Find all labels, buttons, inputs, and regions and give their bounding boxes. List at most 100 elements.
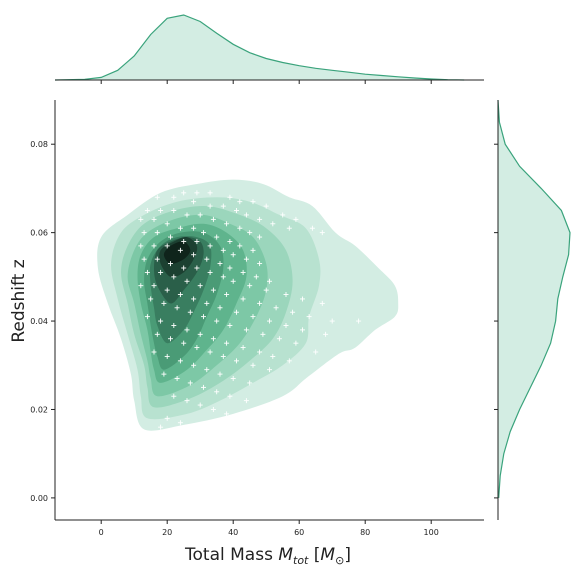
data-point	[240, 296, 246, 302]
data-point	[184, 327, 190, 333]
data-point	[177, 247, 183, 253]
data-point	[210, 287, 216, 293]
data-point	[227, 194, 233, 200]
data-point	[164, 353, 170, 359]
data-point	[184, 278, 190, 284]
data-point	[210, 216, 216, 222]
data-point	[207, 203, 213, 209]
data-point	[253, 274, 259, 280]
data-point	[283, 292, 289, 298]
data-point	[250, 314, 256, 320]
data-point	[273, 305, 279, 311]
data-point	[224, 292, 230, 298]
data-point	[240, 345, 246, 351]
data-point	[177, 420, 183, 426]
data-point	[194, 190, 200, 196]
data-point	[171, 194, 177, 200]
data-point	[319, 230, 325, 236]
data-point	[247, 283, 253, 289]
data-point	[237, 243, 243, 249]
data-point	[174, 376, 180, 382]
data-point	[250, 247, 256, 253]
data-point	[230, 278, 236, 284]
data-point	[181, 265, 187, 271]
axes: 0 20 40 60 80 100 0.00 0.02 0.04 0.06 0.08	[30, 100, 484, 537]
data-point	[207, 269, 213, 275]
data-point	[164, 243, 170, 249]
data-point	[234, 208, 239, 214]
y-marginal-density	[494, 99, 571, 520]
y-tick-label: 0.04	[30, 317, 48, 326]
data-point	[148, 296, 154, 302]
data-point	[257, 234, 263, 240]
data-point	[283, 322, 289, 328]
data-point	[267, 278, 272, 284]
data-point	[154, 331, 160, 337]
data-point	[204, 426, 210, 432]
data-point	[191, 424, 197, 430]
data-point	[184, 398, 190, 404]
data-point	[158, 269, 164, 275]
data-point	[243, 212, 249, 218]
data-point	[197, 283, 203, 289]
data-point	[181, 340, 187, 346]
data-point	[207, 243, 213, 249]
data-point	[177, 358, 183, 364]
data-point	[158, 208, 164, 214]
data-point	[151, 349, 157, 355]
data-point	[260, 331, 266, 337]
data-point	[210, 336, 216, 342]
y-axis-label: Redshift z	[9, 259, 29, 342]
x-marginal-density	[54, 14, 484, 84]
data-point	[194, 238, 200, 244]
data-point	[138, 283, 144, 289]
y-marginal-line	[497, 99, 571, 498]
data-point	[276, 336, 282, 342]
data-point	[204, 367, 210, 373]
data-point	[220, 274, 226, 280]
data-point	[257, 300, 263, 306]
data-point	[267, 367, 272, 373]
x-tick-label: 80	[360, 528, 370, 537]
data-point	[207, 349, 213, 355]
data-point	[257, 216, 263, 222]
data-point	[227, 322, 233, 328]
data-point	[227, 238, 233, 244]
data-point	[214, 318, 220, 324]
x-tick-label: 100	[424, 528, 439, 537]
data-point	[250, 362, 256, 368]
data-point	[217, 305, 223, 311]
data-point	[191, 252, 197, 258]
data-point	[207, 190, 213, 196]
data-point	[151, 216, 157, 222]
data-point	[263, 287, 269, 293]
data-point	[197, 212, 203, 218]
data-point	[194, 345, 200, 351]
data-point	[224, 411, 230, 417]
data-point	[237, 225, 243, 231]
data-point	[306, 314, 312, 320]
data-point	[187, 309, 193, 315]
data-point	[197, 402, 203, 408]
data-point	[230, 376, 236, 382]
data-point	[204, 256, 210, 262]
data-point	[263, 203, 269, 209]
data-point	[270, 221, 276, 227]
data-point	[313, 349, 319, 355]
data-point	[201, 314, 206, 320]
data-point	[293, 340, 299, 346]
data-point	[230, 252, 236, 258]
kde-level-10	[163, 241, 191, 264]
data-point	[286, 225, 292, 231]
data-point	[210, 406, 216, 412]
data-point	[158, 424, 164, 430]
data-point	[290, 309, 296, 315]
data-point	[220, 247, 226, 253]
x-axis-label: Total Mass Mtot [M⊙]	[184, 545, 351, 567]
data-point	[237, 199, 243, 205]
data-point	[191, 225, 197, 231]
data-point	[300, 327, 305, 333]
data-point	[267, 318, 272, 324]
data-point	[329, 318, 335, 324]
